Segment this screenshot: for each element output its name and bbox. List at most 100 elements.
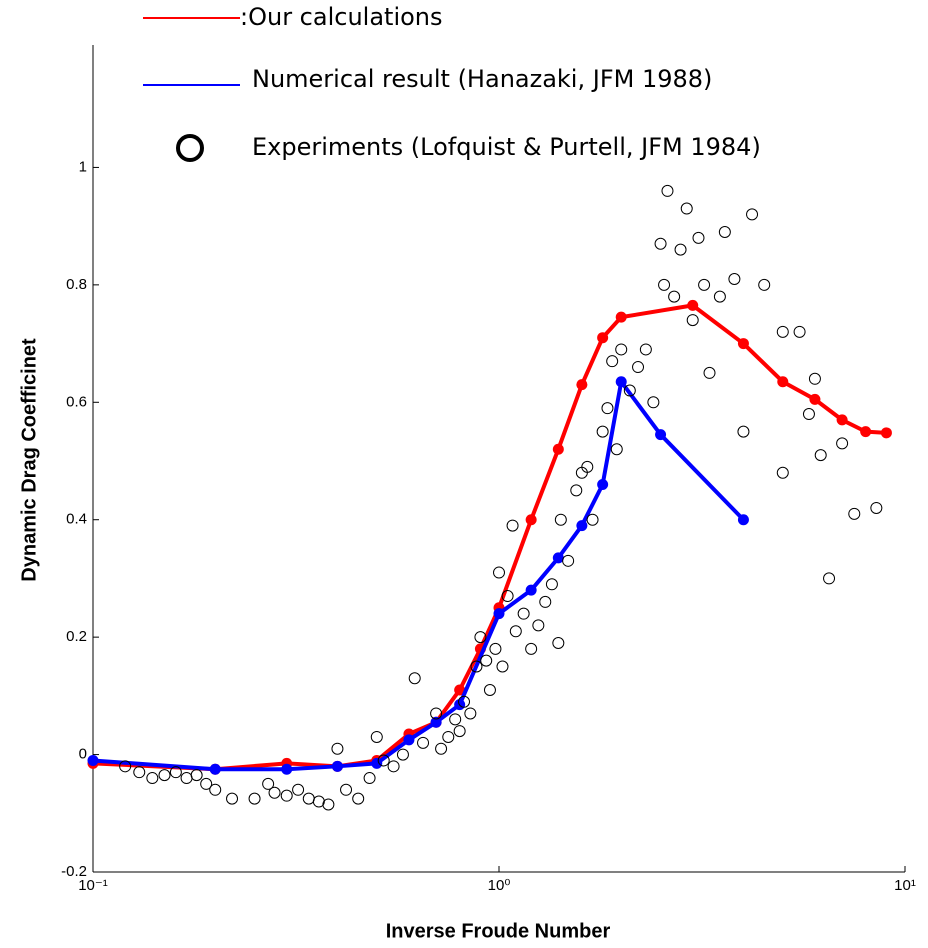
point: [687, 299, 699, 311]
experiment-point: [119, 760, 132, 773]
point: [281, 763, 293, 775]
y-tick-label: 0.6: [66, 393, 87, 410]
experiment-point: [596, 425, 609, 438]
experiment-point: [352, 792, 365, 805]
point: [525, 514, 537, 526]
y-tick-label: 1: [79, 158, 87, 175]
experiment-point: [517, 607, 530, 620]
experiment-point: [458, 695, 471, 708]
experiment-point: [554, 513, 567, 526]
point: [87, 754, 99, 766]
experiment-point: [570, 484, 583, 497]
experiment-point: [146, 772, 159, 785]
experiment-point: [758, 278, 771, 291]
experiment-point: [728, 272, 741, 285]
point: [525, 584, 537, 596]
experiment-point: [496, 660, 509, 673]
point: [576, 379, 588, 391]
experiment-point: [802, 408, 815, 421]
point: [552, 552, 564, 564]
point: [597, 332, 609, 344]
experiment-point: [322, 798, 335, 811]
experiment-point: [480, 654, 493, 667]
experiment-point: [647, 396, 660, 409]
experiment-point: [370, 730, 383, 743]
experiment-point: [836, 437, 849, 450]
point: [552, 443, 564, 455]
experiment-point: [668, 290, 681, 303]
point: [777, 376, 789, 388]
experiment-point: [435, 742, 448, 755]
experiment-point: [674, 243, 687, 256]
experiment-point: [363, 772, 376, 785]
experiment-point: [654, 237, 667, 250]
experiment-point: [449, 713, 462, 726]
experiment-point: [340, 783, 353, 796]
experiment-point: [453, 725, 466, 738]
experiment-point: [474, 631, 487, 644]
experiment-point: [312, 795, 325, 808]
y-tick-label: 0.2: [66, 628, 87, 645]
point: [615, 311, 627, 323]
experiment-point: [545, 578, 558, 591]
experiment-point: [586, 513, 599, 526]
experiment-point: [746, 208, 759, 221]
point: [454, 684, 466, 696]
experiment-point: [698, 278, 711, 291]
experiment-point: [718, 226, 731, 239]
legend-label: Numerical result (Hanazaki, JFM 1988): [252, 65, 712, 93]
experiment-point: [483, 683, 496, 696]
experiment-point: [226, 792, 239, 805]
point: [615, 376, 627, 388]
point: [209, 763, 221, 775]
experiment-point: [292, 783, 305, 796]
experiment-point: [658, 278, 671, 291]
experiment-point: [470, 660, 483, 673]
series-line: [92, 379, 745, 772]
y-tick-label: 0: [79, 746, 87, 763]
experiment-point: [713, 290, 726, 303]
experiment-point: [539, 595, 552, 608]
experiment-point: [209, 783, 222, 796]
experiment-point: [562, 554, 575, 567]
experiment-point: [525, 642, 538, 655]
experiment-point: [661, 184, 674, 197]
point: [836, 414, 848, 426]
experiment-point: [262, 777, 275, 790]
experiment-point: [623, 384, 636, 397]
experiment-point: [396, 748, 409, 761]
experiment-point: [692, 231, 705, 244]
y-tick-label: 0.8: [66, 276, 87, 293]
experiment-point: [823, 572, 836, 585]
experiment-point: [703, 366, 716, 379]
experiment-point: [408, 672, 421, 685]
experiment-point: [814, 449, 827, 462]
experiment-point: [302, 792, 315, 805]
experiment-point: [776, 325, 789, 338]
experiment-point: [464, 707, 477, 720]
experiment-point: [493, 566, 505, 579]
series-line: [92, 303, 887, 772]
experiment-point: [610, 443, 623, 456]
experiment-point: [737, 425, 750, 438]
point: [597, 478, 609, 490]
point: [860, 426, 872, 438]
legend-marker: [176, 134, 204, 162]
experiment-point: [430, 707, 443, 720]
x-tick-label: 10⁻¹: [78, 877, 108, 894]
experiment-point: [581, 460, 594, 473]
point: [331, 760, 343, 772]
experiment-point: [268, 786, 281, 799]
x-tick-label: 10¹: [894, 877, 916, 894]
experiment-point: [417, 736, 430, 749]
experiment-point: [552, 637, 565, 650]
experiment-point: [776, 466, 789, 479]
experiment-point: [532, 619, 545, 632]
experiment-point: [248, 792, 261, 805]
experiment-point: [377, 754, 390, 767]
experiment-point: [639, 343, 652, 356]
experiment-point: [808, 372, 821, 385]
experiment-point: [158, 769, 171, 782]
legend-label: :Our calculations: [240, 3, 443, 31]
point: [493, 608, 505, 620]
